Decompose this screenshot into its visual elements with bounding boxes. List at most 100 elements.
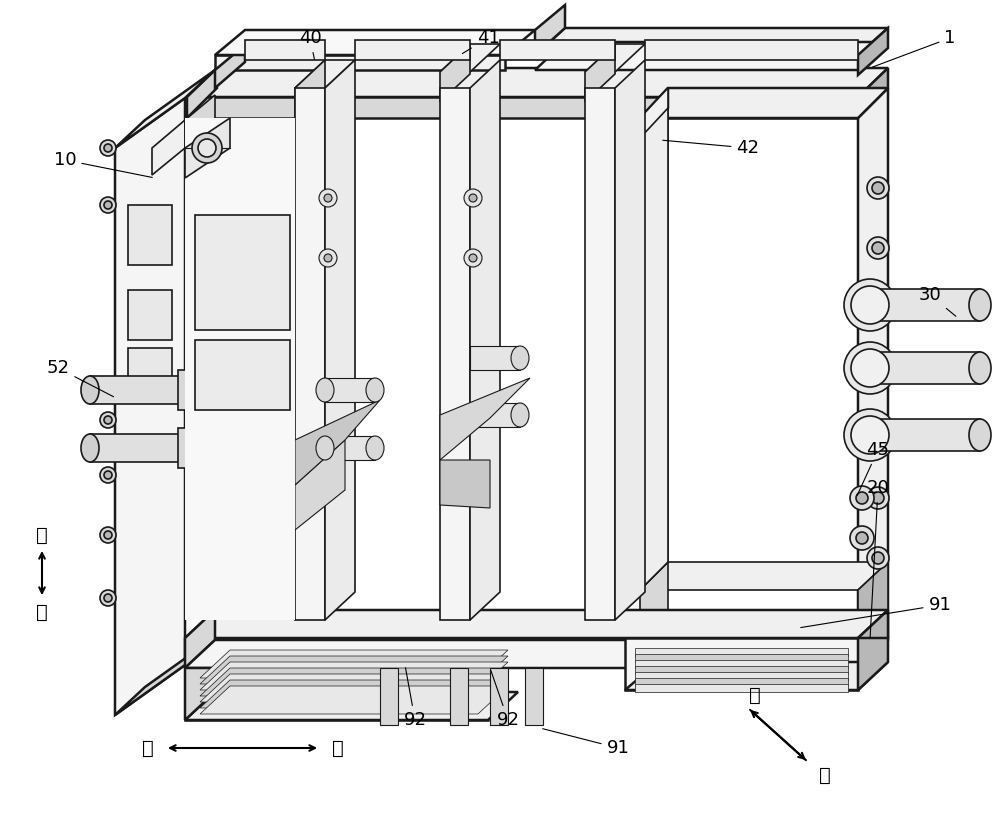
Polygon shape bbox=[185, 692, 518, 720]
Ellipse shape bbox=[969, 352, 991, 384]
Circle shape bbox=[850, 526, 874, 550]
Polygon shape bbox=[215, 55, 505, 70]
Polygon shape bbox=[115, 637, 215, 715]
Polygon shape bbox=[870, 352, 980, 384]
Ellipse shape bbox=[366, 436, 384, 460]
Circle shape bbox=[100, 467, 116, 483]
Polygon shape bbox=[325, 436, 375, 460]
Polygon shape bbox=[640, 88, 888, 118]
Polygon shape bbox=[440, 88, 470, 620]
Polygon shape bbox=[185, 610, 888, 638]
Circle shape bbox=[100, 140, 116, 156]
Circle shape bbox=[469, 254, 477, 262]
Text: 41: 41 bbox=[462, 29, 499, 53]
Circle shape bbox=[872, 552, 884, 564]
Polygon shape bbox=[178, 370, 195, 410]
Polygon shape bbox=[185, 668, 488, 720]
Text: 上: 上 bbox=[36, 525, 48, 545]
Polygon shape bbox=[195, 215, 290, 330]
Circle shape bbox=[104, 201, 112, 209]
Circle shape bbox=[104, 144, 112, 152]
Polygon shape bbox=[500, 40, 615, 60]
Ellipse shape bbox=[969, 289, 991, 321]
Ellipse shape bbox=[851, 416, 889, 454]
Polygon shape bbox=[200, 650, 508, 678]
Text: 92: 92 bbox=[491, 671, 520, 729]
Ellipse shape bbox=[198, 139, 216, 157]
Text: 1: 1 bbox=[873, 29, 956, 67]
Polygon shape bbox=[200, 686, 508, 714]
Polygon shape bbox=[325, 60, 355, 620]
Circle shape bbox=[104, 531, 112, 539]
Text: 92: 92 bbox=[404, 667, 426, 729]
Text: 42: 42 bbox=[663, 139, 760, 157]
Polygon shape bbox=[640, 88, 668, 138]
Polygon shape bbox=[185, 640, 888, 668]
Polygon shape bbox=[535, 5, 565, 55]
Polygon shape bbox=[178, 428, 195, 468]
Polygon shape bbox=[535, 28, 888, 55]
Polygon shape bbox=[128, 205, 172, 265]
Circle shape bbox=[100, 412, 116, 428]
Polygon shape bbox=[490, 668, 508, 725]
Polygon shape bbox=[295, 440, 345, 530]
Polygon shape bbox=[355, 40, 470, 60]
Text: 91: 91 bbox=[801, 596, 951, 627]
Circle shape bbox=[867, 177, 889, 199]
Polygon shape bbox=[200, 656, 508, 684]
Polygon shape bbox=[858, 68, 888, 118]
Ellipse shape bbox=[81, 434, 99, 462]
Polygon shape bbox=[635, 648, 848, 656]
Ellipse shape bbox=[844, 342, 896, 394]
Polygon shape bbox=[440, 378, 530, 460]
Circle shape bbox=[324, 254, 332, 262]
Polygon shape bbox=[185, 118, 230, 178]
Polygon shape bbox=[640, 88, 668, 590]
Ellipse shape bbox=[851, 349, 889, 387]
Polygon shape bbox=[185, 610, 215, 668]
Circle shape bbox=[469, 194, 477, 202]
Polygon shape bbox=[858, 88, 888, 665]
Circle shape bbox=[319, 249, 337, 267]
Circle shape bbox=[100, 590, 116, 606]
Ellipse shape bbox=[511, 346, 529, 370]
Polygon shape bbox=[295, 88, 325, 620]
Polygon shape bbox=[635, 660, 848, 668]
Polygon shape bbox=[200, 668, 508, 696]
Circle shape bbox=[464, 249, 482, 267]
Polygon shape bbox=[625, 662, 888, 690]
Polygon shape bbox=[615, 60, 645, 620]
Polygon shape bbox=[635, 678, 848, 686]
Circle shape bbox=[856, 492, 868, 504]
Circle shape bbox=[850, 486, 874, 510]
Ellipse shape bbox=[511, 403, 529, 427]
Polygon shape bbox=[295, 400, 380, 485]
Polygon shape bbox=[295, 60, 325, 118]
Text: 后: 后 bbox=[142, 739, 154, 757]
Circle shape bbox=[867, 487, 889, 509]
Text: 45: 45 bbox=[857, 441, 890, 496]
Polygon shape bbox=[858, 562, 888, 640]
Polygon shape bbox=[635, 672, 848, 680]
Text: 前: 前 bbox=[332, 739, 344, 757]
Polygon shape bbox=[215, 45, 245, 88]
Polygon shape bbox=[870, 419, 980, 451]
Polygon shape bbox=[200, 680, 508, 708]
Circle shape bbox=[867, 547, 889, 569]
Polygon shape bbox=[440, 44, 470, 102]
Circle shape bbox=[100, 197, 116, 213]
Polygon shape bbox=[187, 68, 217, 118]
Polygon shape bbox=[450, 668, 468, 725]
Polygon shape bbox=[470, 403, 520, 427]
Polygon shape bbox=[187, 68, 888, 97]
Polygon shape bbox=[535, 42, 888, 70]
Polygon shape bbox=[187, 97, 858, 118]
Polygon shape bbox=[200, 662, 508, 690]
Polygon shape bbox=[858, 28, 888, 75]
Circle shape bbox=[104, 594, 112, 602]
Circle shape bbox=[872, 492, 884, 504]
Polygon shape bbox=[295, 60, 355, 88]
Polygon shape bbox=[640, 108, 668, 590]
Polygon shape bbox=[380, 668, 398, 725]
Polygon shape bbox=[245, 40, 325, 60]
